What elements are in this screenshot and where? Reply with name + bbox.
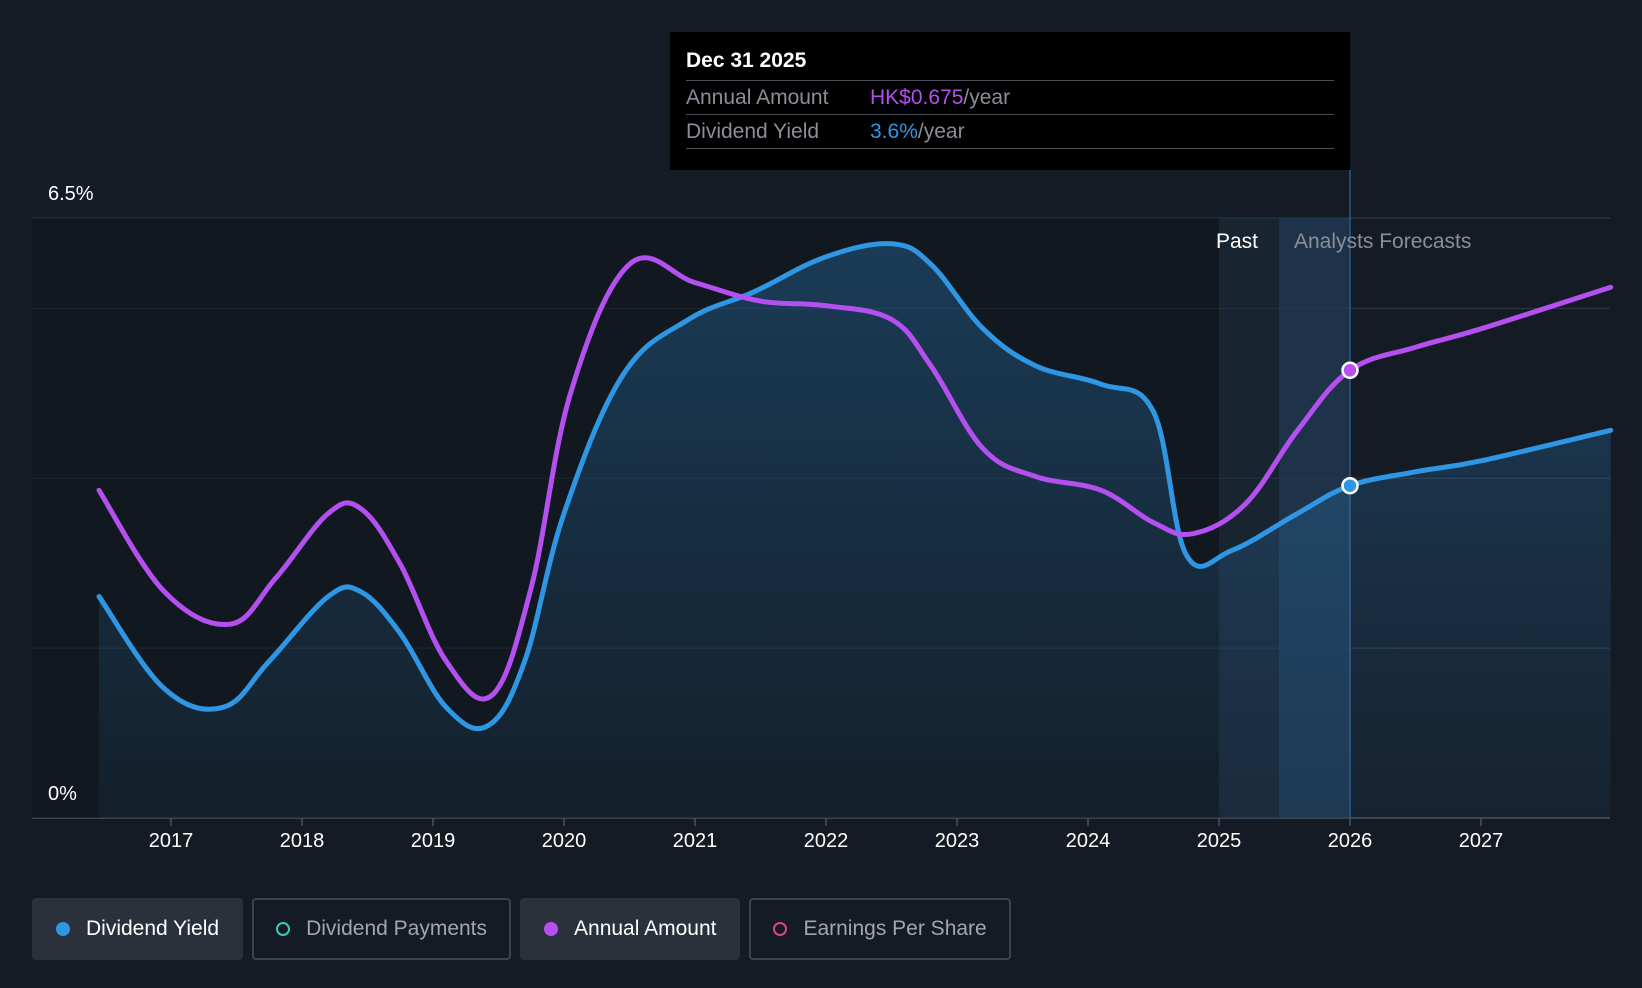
- legend-earnings-per-share-button[interactable]: Earnings Per Share: [749, 898, 1011, 960]
- dividend-yield-highlight-point: [1341, 476, 1359, 495]
- legend-label: Dividend Payments: [306, 917, 488, 940]
- annual-amount-line: [96, 255, 1614, 702]
- x-tick-label: 2027: [1458, 830, 1504, 852]
- x-tick-label: 2022: [803, 830, 849, 852]
- tooltip-unit: /year: [917, 120, 965, 143]
- x-tick-label: 2026: [1327, 830, 1373, 852]
- legend-dot-icon: [544, 922, 559, 936]
- legend-label: Annual Amount: [574, 917, 717, 940]
- legend-dividend-yield-button[interactable]: Dividend Yield: [32, 898, 244, 960]
- dividend-yield-area: [99, 243, 1611, 818]
- legend-dividend-payments-button[interactable]: Dividend Payments: [252, 898, 512, 960]
- legend-ring-icon: [276, 922, 291, 936]
- yield-area: [99, 243, 1611, 818]
- tooltip-value: HK$0.675: [870, 86, 964, 109]
- x-tick-label: 2020: [541, 830, 587, 852]
- legend-label: Dividend Yield: [86, 917, 220, 940]
- tooltip-value: 3.6%: [870, 120, 918, 143]
- chart-tooltip: Dec 31 2025 Annual Amount HK$0.675 /year…: [670, 32, 1350, 170]
- legend-dot-icon: [56, 922, 70, 936]
- tooltip-date: Dec 31 2025: [686, 49, 807, 72]
- x-tick-label: 2019: [410, 830, 456, 852]
- y-axis-label-top: 6.5%: [48, 183, 94, 205]
- y-axis-label-bottom: 0%: [48, 783, 77, 805]
- x-tick-label: 2021: [672, 830, 718, 852]
- chart-legend: Dividend Yield Dividend Payments Annual …: [32, 898, 1011, 960]
- legend-annual-amount-button[interactable]: Annual Amount: [520, 898, 741, 960]
- x-tick-label: 2024: [1065, 830, 1111, 852]
- tooltip-row-dividend-yield: Dividend Yield 3.6% /year: [686, 114, 1334, 149]
- x-tick-label: 2025: [1196, 830, 1242, 852]
- past-region-label: Past: [1216, 230, 1259, 253]
- tooltip-unit: /year: [963, 86, 1011, 109]
- x-tick-label: 2018: [279, 830, 325, 852]
- forecast-region-label: Analysts Forecasts: [1294, 230, 1472, 253]
- tooltip-label: Annual Amount: [686, 86, 829, 109]
- tooltip-label: Dividend Yield: [686, 120, 820, 143]
- x-tick-label: 2017: [148, 830, 194, 852]
- legend-label: Earnings Per Share: [803, 917, 987, 940]
- annual-amount-highlight-point: [1341, 361, 1359, 380]
- tooltip-row-annual-amount: Annual Amount HK$0.675 /year: [686, 80, 1334, 114]
- x-tick-label: 2023: [934, 830, 980, 852]
- highlight-markers: [1341, 361, 1359, 495]
- series-lines: [96, 241, 1614, 732]
- dividend-yield-line: [96, 241, 1614, 732]
- legend-ring-icon: [773, 922, 788, 936]
